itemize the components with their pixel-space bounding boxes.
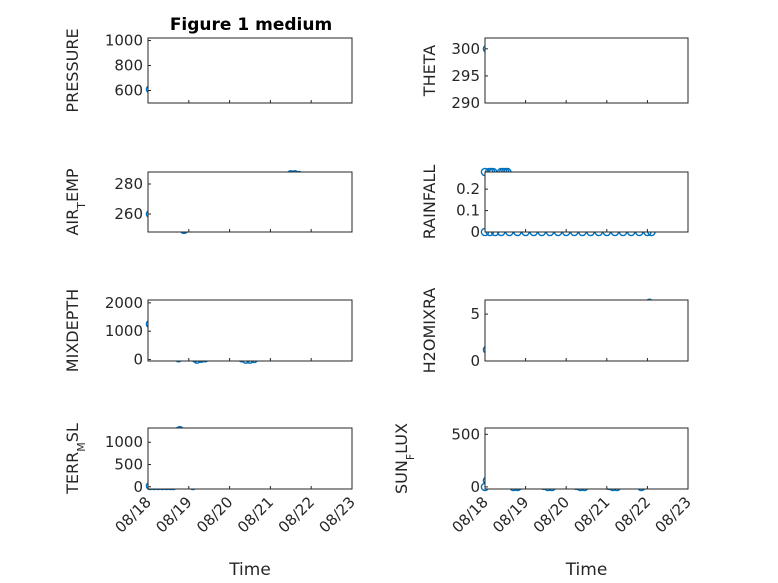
y-tick-label: 0 (470, 352, 480, 370)
x-tick-label: 08/20 (530, 493, 573, 536)
axes-frame (484, 171, 689, 233)
y-tick-label: 300 (451, 40, 480, 58)
y-axis-label: TERRMSL (63, 423, 88, 495)
figure-title: Figure 1 medium (170, 15, 332, 35)
y-axis-label: PRESSURE (63, 28, 82, 112)
x-tick-label: 08/23 (316, 493, 359, 536)
y-tick-label: 2000 (105, 294, 143, 312)
axes-frame (147, 37, 353, 104)
axes-frame (484, 427, 689, 490)
y-tick-label: 1000 (105, 433, 143, 451)
y-tick-label: 1000 (105, 322, 143, 340)
y-axis-label: H2OMIXRA (420, 288, 439, 374)
x-axis-label: Time (565, 560, 608, 580)
x-axis-label: Time (228, 560, 271, 580)
x-tick-label: 08/18 (112, 493, 155, 536)
y-tick-label: 5 (470, 305, 480, 323)
y-tick-label: 600 (114, 82, 143, 100)
x-tick-label: 08/19 (489, 493, 532, 536)
subplot-air_temp: 260 280 AIRTEMP (63, 168, 353, 236)
y-tick-label: 800 (114, 57, 143, 75)
y-tick-label: 280 (114, 175, 143, 193)
y-tick-label: 0 (133, 351, 143, 369)
axes-frame (484, 299, 689, 362)
x-tick-label: 08/23 (652, 493, 695, 536)
y-tick-label: 0.1 (456, 202, 480, 220)
y-tick-label: 290 (451, 94, 480, 112)
axes-frame (147, 427, 353, 490)
x-tick-label: 08/21 (570, 493, 613, 536)
y-tick-label: 0 (133, 478, 143, 496)
y-tick-label: 500 (114, 456, 143, 474)
y-tick-label: 0 (470, 223, 480, 241)
axes-frame (147, 299, 353, 362)
subplot-h2omixra: 0 5 H2OMIXRA (420, 288, 689, 374)
subplot-rainfall: 0 0.1 0.2 RAINFALL (420, 165, 689, 241)
x-tick-label: 08/19 (152, 493, 195, 536)
subplot-grid: 600 800 1000 PRESSURE 290 295 300 THETA 260 280 AI… (63, 28, 695, 580)
subplot-theta: 290 295 300 THETA (420, 37, 689, 112)
subplot-mixdepth: 0 1000 2000 MIXDEPTH (63, 289, 353, 372)
x-tick-label: 08/18 (449, 493, 492, 536)
x-tick-label: 08/21 (234, 493, 277, 536)
y-tick-label: 260 (114, 205, 143, 223)
y-axis-label: MIXDEPTH (63, 289, 82, 372)
y-tick-label: 0 (470, 478, 480, 496)
y-axis-label: THETA (420, 45, 439, 97)
y-axis-label: AIRTEMP (63, 168, 88, 235)
y-axis-label: SUNFLUX (392, 423, 417, 494)
y-axis-label: RAINFALL (420, 165, 439, 240)
y-tick-label: 0.2 (456, 180, 480, 198)
y-tick-label: 1000 (105, 32, 143, 50)
x-tick-label: 08/22 (275, 493, 318, 536)
axes-frame (484, 37, 689, 104)
x-tick-label: 08/20 (193, 493, 236, 536)
y-tick-label: 500 (451, 425, 480, 443)
subplot-pressure: 600 800 1000 PRESSURE (63, 28, 353, 113)
y-tick-label: 295 (451, 67, 480, 85)
axes-frame (147, 171, 353, 233)
x-tick-label: 08/22 (611, 493, 654, 536)
